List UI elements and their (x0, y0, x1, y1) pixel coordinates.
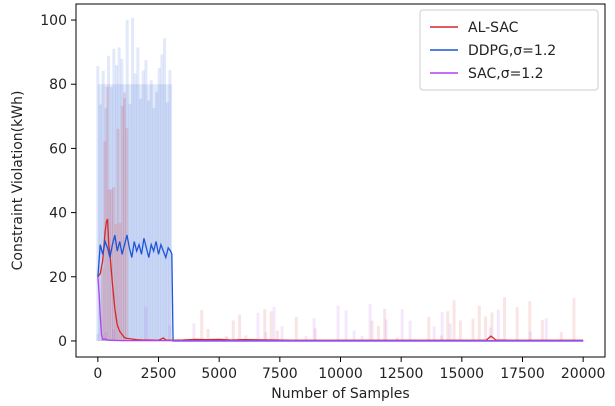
variance-bands (97, 84, 172, 341)
y-tick-label: 40 (49, 206, 67, 222)
x-tick-label: 5000 (201, 366, 237, 382)
legend-box (419, 9, 599, 91)
x-tick-label: 12500 (379, 366, 424, 382)
x-tick-label: 0 (93, 366, 102, 382)
x-axis-label: Number of Samples (271, 386, 409, 402)
y-tick-label: 20 (49, 270, 67, 286)
y-axis-label: Constraint Violation(kWh) (10, 91, 26, 271)
legend: AL-SAC DDPG,σ=1.2 SAC,σ=1.2 (419, 9, 599, 91)
y-tick-label: 0 (58, 334, 67, 350)
x-tick-label: 15000 (440, 366, 485, 382)
legend-label: DDPG,σ=1.2 (468, 43, 556, 59)
y-tick-label: 80 (49, 77, 67, 93)
y-tick-label: 60 (49, 141, 67, 157)
y-axis: 0 20 40 60 80 100 (40, 13, 76, 350)
series-line-2 (97, 276, 584, 342)
x-tick-label: 17500 (500, 366, 545, 382)
y-tick-label: 100 (40, 13, 67, 29)
ddpg-variance-band (97, 84, 172, 341)
series-line-1 (97, 234, 584, 342)
x-tick-label: 20000 (561, 366, 606, 382)
series-lines (97, 218, 584, 342)
x-axis: 0 2500 5000 7500 10000 12500 15000 17500 20000 (93, 357, 605, 382)
x-tick-label: 10000 (318, 366, 363, 382)
x-tick-label: 2500 (141, 366, 177, 382)
legend-label: AL-SAC (468, 20, 519, 36)
legend-label: SAC,σ=1.2 (468, 66, 544, 82)
x-tick-label: 7500 (262, 366, 298, 382)
